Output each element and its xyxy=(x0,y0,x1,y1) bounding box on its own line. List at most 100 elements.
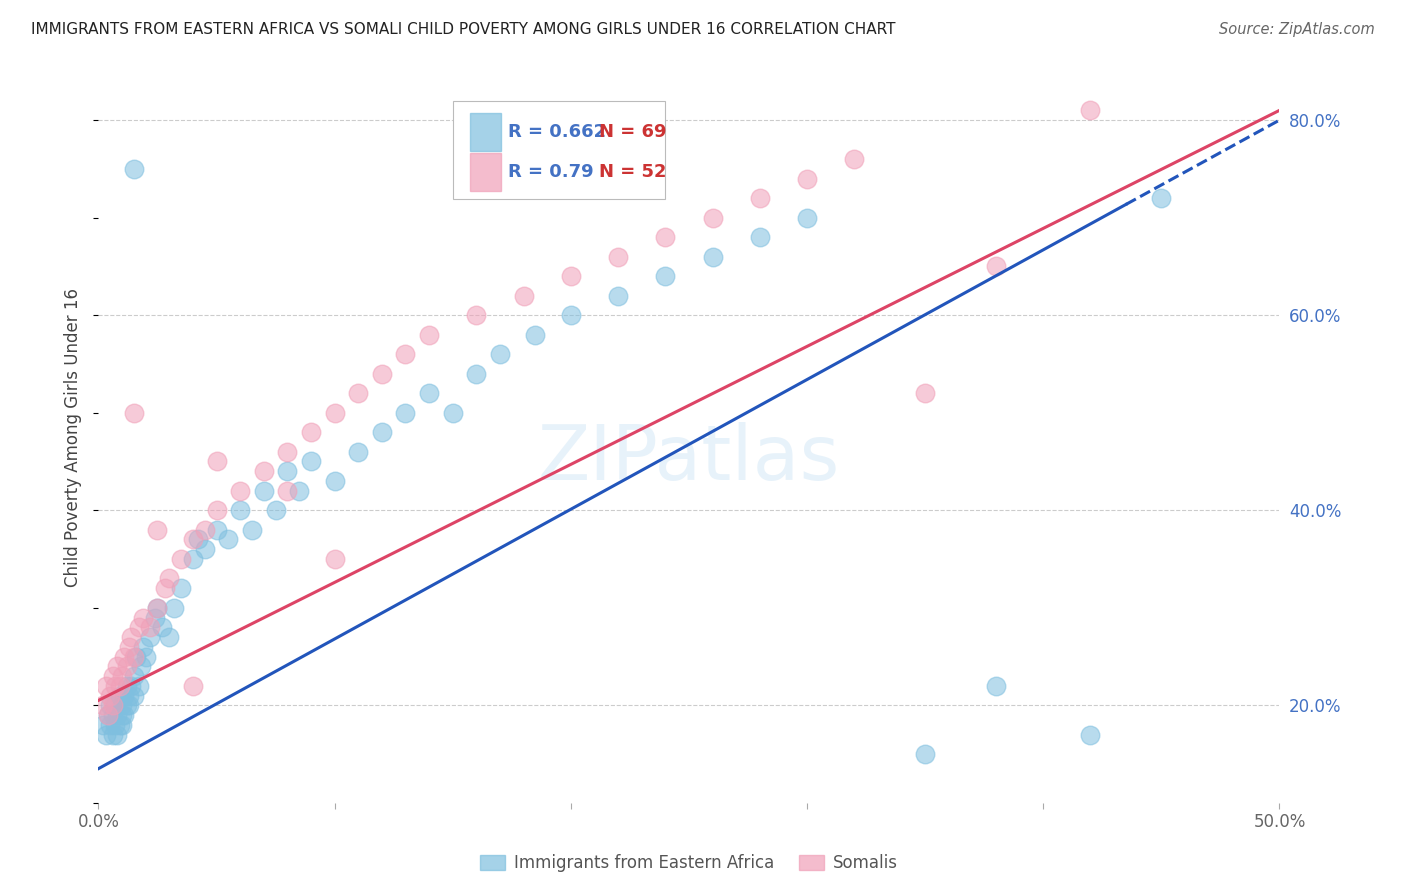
Point xyxy=(654,269,676,284)
Point xyxy=(122,649,145,664)
Point xyxy=(205,503,228,517)
Text: Source: ZipAtlas.com: Source: ZipAtlas.com xyxy=(1219,22,1375,37)
Point xyxy=(108,679,131,693)
Point xyxy=(702,250,724,264)
Point xyxy=(111,708,134,723)
Point xyxy=(607,250,630,264)
Point xyxy=(121,679,143,693)
Text: IMMIGRANTS FROM EASTERN AFRICA VS SOMALI CHILD POVERTY AMONG GIRLS UNDER 16 CORR: IMMIGRANTS FROM EASTERN AFRICA VS SOMALI… xyxy=(31,22,896,37)
Point xyxy=(489,347,512,361)
Point xyxy=(115,698,138,713)
Point xyxy=(112,649,135,664)
Point xyxy=(118,698,141,713)
Point xyxy=(465,367,488,381)
Legend: Immigrants from Eastern Africa, Somalis: Immigrants from Eastern Africa, Somalis xyxy=(474,847,904,879)
Point xyxy=(105,708,128,723)
Text: R = 0.79: R = 0.79 xyxy=(508,162,593,180)
Point xyxy=(94,679,117,693)
Point xyxy=(98,718,121,732)
Point xyxy=(465,308,488,322)
Point xyxy=(371,367,394,381)
Point xyxy=(844,152,866,166)
Point xyxy=(94,727,117,741)
Text: N = 69: N = 69 xyxy=(599,123,666,141)
Point xyxy=(1080,727,1102,741)
Point xyxy=(104,679,127,693)
Point xyxy=(217,533,239,547)
Point xyxy=(187,533,209,547)
Point xyxy=(229,503,252,517)
Point xyxy=(253,464,276,478)
Point xyxy=(170,552,193,566)
Point xyxy=(122,406,145,420)
Point xyxy=(153,581,176,595)
Point xyxy=(748,191,770,205)
Point xyxy=(121,630,143,644)
Point xyxy=(97,708,120,723)
Point xyxy=(253,483,276,498)
Point xyxy=(128,620,150,634)
Y-axis label: Child Poverty Among Girls Under 16: Child Poverty Among Girls Under 16 xyxy=(65,287,83,587)
Point xyxy=(240,523,263,537)
Point xyxy=(118,689,141,703)
Point xyxy=(139,620,162,634)
Point xyxy=(104,718,127,732)
Point xyxy=(146,523,169,537)
Point xyxy=(205,454,228,468)
Point xyxy=(418,327,440,342)
Point xyxy=(115,679,138,693)
Point xyxy=(101,698,124,713)
Point xyxy=(323,474,346,488)
Point xyxy=(150,620,173,634)
Text: R = 0.662: R = 0.662 xyxy=(508,123,606,141)
Point xyxy=(984,679,1007,693)
Text: N = 52: N = 52 xyxy=(599,162,666,180)
Point xyxy=(122,669,145,683)
Point xyxy=(132,640,155,654)
Point xyxy=(91,718,114,732)
Point xyxy=(299,454,322,468)
Point xyxy=(122,161,145,176)
Point xyxy=(984,260,1007,274)
Point xyxy=(194,523,217,537)
Point xyxy=(1080,103,1102,118)
Point xyxy=(394,406,416,420)
Point xyxy=(524,327,547,342)
Point xyxy=(128,679,150,693)
Point xyxy=(98,689,121,703)
Point xyxy=(299,425,322,440)
Point xyxy=(702,211,724,225)
Point xyxy=(418,386,440,401)
Point xyxy=(132,610,155,624)
Point xyxy=(98,698,121,713)
Point xyxy=(654,230,676,244)
Point xyxy=(512,288,534,302)
Point xyxy=(135,649,157,664)
FancyBboxPatch shape xyxy=(471,113,501,151)
Point xyxy=(347,386,370,401)
Point xyxy=(125,649,148,664)
Point xyxy=(97,708,120,723)
Point xyxy=(115,659,138,673)
Point xyxy=(139,630,162,644)
Point xyxy=(205,523,228,537)
Point xyxy=(181,552,204,566)
Point xyxy=(181,533,204,547)
Point xyxy=(105,727,128,741)
Point xyxy=(441,406,464,420)
Point xyxy=(796,171,818,186)
Point xyxy=(157,572,180,586)
Point xyxy=(347,444,370,458)
Point xyxy=(560,269,582,284)
Text: ZIPatlas: ZIPatlas xyxy=(537,422,841,496)
Point xyxy=(104,698,127,713)
Point xyxy=(146,600,169,615)
Point xyxy=(276,444,298,458)
Point xyxy=(111,698,134,713)
FancyBboxPatch shape xyxy=(471,153,501,191)
Point xyxy=(118,640,141,654)
Point xyxy=(394,347,416,361)
Point xyxy=(170,581,193,595)
Point xyxy=(111,669,134,683)
Point xyxy=(194,542,217,557)
